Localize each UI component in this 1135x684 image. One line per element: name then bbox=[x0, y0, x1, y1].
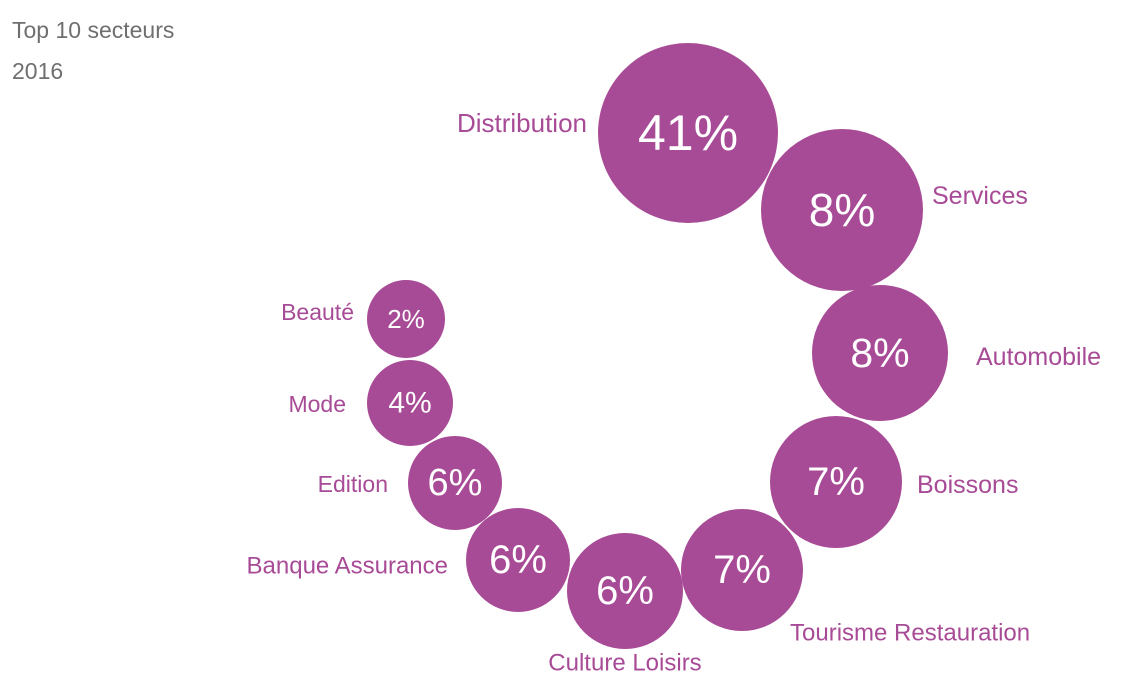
bubble-value-mode: 4% bbox=[388, 387, 431, 420]
bubble-value-services: 8% bbox=[809, 184, 875, 236]
bubble-circle-culture-loisirs bbox=[567, 533, 683, 649]
bubble-edition: 6% Edition bbox=[318, 436, 502, 530]
bubble-circle-automobile bbox=[812, 285, 948, 421]
category-label-tourisme-restauration: Tourisme Restauration bbox=[790, 620, 1030, 647]
bubble-value-beaute: 2% bbox=[387, 304, 425, 334]
bubble-value-distribution: 41% bbox=[638, 105, 738, 161]
bubble-tourisme-restauration: 7% Tourisme Restauration bbox=[681, 509, 1030, 647]
bubble-value-banque-assurance: 6% bbox=[489, 538, 547, 582]
bubble-circle-edition bbox=[408, 436, 502, 530]
category-label-banque-assurance: Banque Assurance bbox=[247, 553, 448, 580]
bubble-banque-assurance: 6% Banque Assurance bbox=[247, 508, 570, 612]
bubble-culture-loisirs: 6% Culture Loisirs bbox=[548, 533, 702, 677]
bubble-circle-tourisme-restauration bbox=[681, 509, 803, 631]
bubble-circle-boissons bbox=[770, 416, 902, 548]
category-label-beaute: Beauté bbox=[281, 299, 354, 325]
bubble-beaute: 2% Beauté bbox=[281, 280, 445, 358]
bubble-distribution: 41% Distribution bbox=[457, 43, 778, 223]
bubble-circle-beaute bbox=[367, 280, 445, 358]
category-label-culture-loisirs: Culture Loisirs bbox=[548, 650, 701, 677]
chart-title: Top 10 secteurs bbox=[12, 17, 175, 43]
bubble-circle-banque-assurance bbox=[466, 508, 570, 612]
bubble-circle-distribution bbox=[598, 43, 778, 223]
bubble-value-boissons: 7% bbox=[807, 460, 865, 504]
category-label-edition: Edition bbox=[318, 471, 388, 497]
bubble-boissons: 7% Boissons bbox=[770, 416, 1018, 548]
bubble-circle-services bbox=[761, 129, 923, 291]
category-label-mode: Mode bbox=[288, 391, 346, 417]
category-label-distribution: Distribution bbox=[457, 108, 587, 138]
category-label-services: Services bbox=[932, 182, 1028, 210]
bubble-value-culture-loisirs: 6% bbox=[596, 569, 654, 613]
category-label-automobile: Automobile bbox=[976, 343, 1101, 371]
bubble-automobile: 8% Automobile bbox=[812, 285, 1101, 421]
bubble-value-edition: 6% bbox=[428, 462, 483, 504]
chart-header: Top 10 secteurs 2016 bbox=[12, 10, 174, 92]
bubble-circle-mode bbox=[367, 360, 453, 446]
chart-subtitle: 2016 bbox=[12, 58, 64, 84]
category-label-boissons: Boissons bbox=[917, 471, 1018, 499]
bubble-mode: 4% Mode bbox=[288, 360, 453, 446]
bubble-value-tourisme-restauration: 7% bbox=[713, 548, 771, 592]
bubble-services: 8% Services bbox=[761, 129, 1028, 291]
bubble-value-automobile: 8% bbox=[850, 330, 909, 376]
